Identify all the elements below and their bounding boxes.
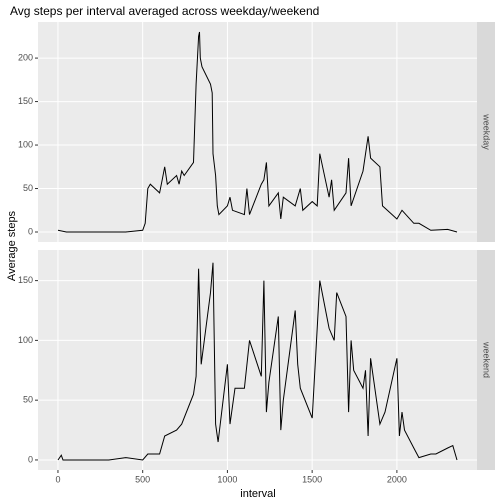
y-tick-label: 0 (28, 226, 33, 236)
x-axis-label: interval (240, 488, 275, 500)
x-tick-label: 1000 (217, 474, 237, 484)
x-tick-label: 500 (135, 474, 150, 484)
y-tick-label: 50 (23, 183, 33, 193)
y-tick-label: 150 (18, 275, 33, 285)
y-tick-label: 0 (28, 454, 33, 464)
x-tick-label: 1500 (302, 474, 322, 484)
data-line (57, 262, 458, 461)
y-tick-label: 200 (18, 52, 33, 62)
strip-label: weekday (482, 113, 492, 150)
panel-background (38, 22, 477, 242)
x-tick-label: 2000 (387, 474, 407, 484)
strip (477, 22, 495, 242)
strip-label: weekend (482, 341, 492, 378)
y-tick-label: 50 (23, 395, 33, 405)
y-tick-label: 100 (18, 335, 33, 345)
x-tick-label: 0 (55, 474, 60, 484)
data-line (57, 31, 458, 233)
y-axis-label: Average steps (6, 210, 18, 281)
y-tick-label: 100 (18, 139, 33, 149)
panel-background (38, 250, 477, 470)
chart-title: Avg steps per interval averaged across w… (10, 4, 319, 18)
y-tick-label: 150 (18, 96, 33, 106)
strip (477, 250, 495, 470)
